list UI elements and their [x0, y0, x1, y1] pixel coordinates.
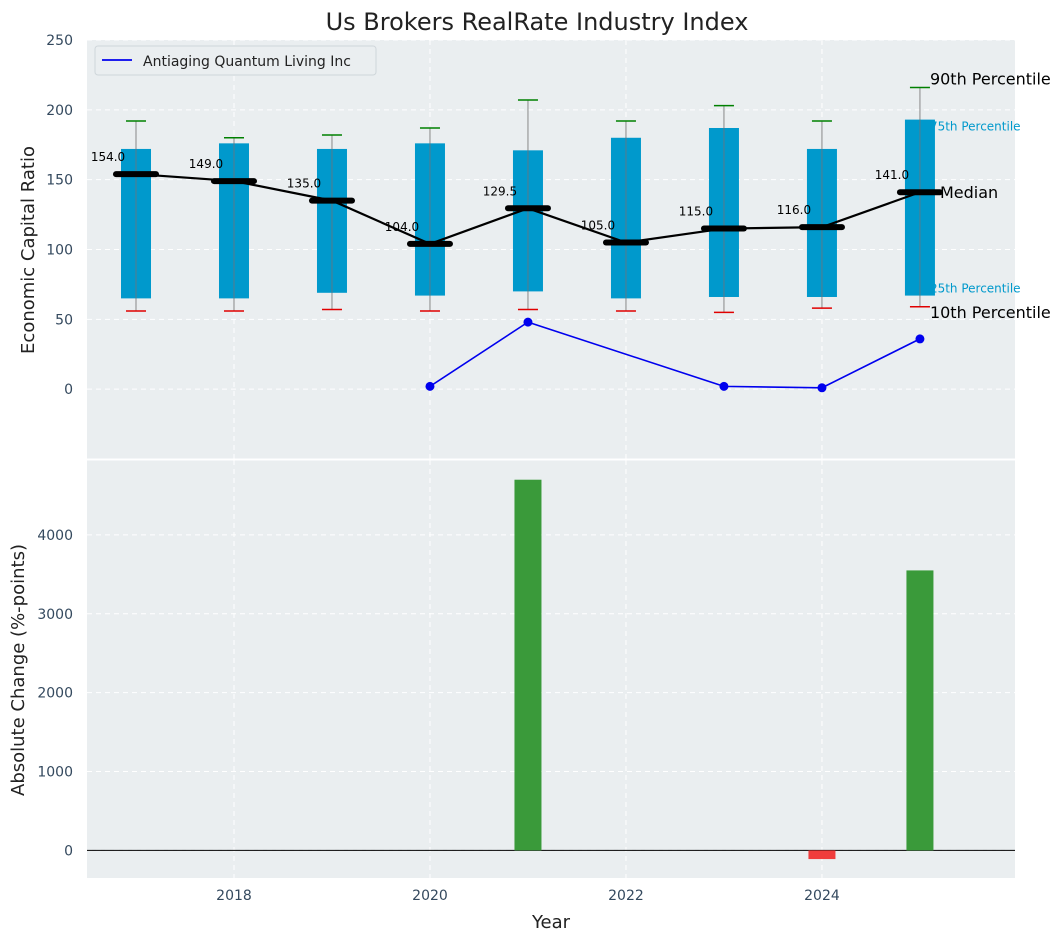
- p25-annotation: 25th Percentile: [930, 282, 1021, 296]
- median-value-label: 115.0: [679, 205, 713, 219]
- bottom-y-axis-label: Absolute Change (%-points): [8, 544, 29, 796]
- bottom-y-tick-label: 0: [64, 843, 73, 859]
- bottom-y-tick-label: 1000: [37, 765, 73, 781]
- x-axis-label: Year: [531, 912, 571, 933]
- bar-positive: [514, 479, 542, 851]
- top-y-tick-label: 250: [46, 33, 73, 49]
- bar-negative: [808, 850, 836, 860]
- top-y-tick-label: 200: [46, 103, 73, 119]
- bottom-y-tick-label: 2000: [37, 686, 73, 702]
- company-point: [817, 383, 827, 393]
- p90-annotation: 90th Percentile: [930, 69, 1051, 88]
- company-point: [915, 334, 925, 344]
- legend-box: [94, 45, 377, 76]
- legend: Antiaging Quantum Living Inc: [94, 45, 377, 76]
- top-panel: 0 50 100 150 200 250 154.0 149.0 135.0 104.0 129.5…: [46, 33, 1051, 459]
- bottom-y-tick-label: 3000: [37, 607, 73, 623]
- top-y-tick-label: 100: [46, 243, 73, 259]
- top-y-tick-label: 150: [46, 173, 73, 189]
- p10-annotation: 10th Percentile: [930, 303, 1051, 322]
- top-y-axis-label: Economic Capital Ratio: [18, 146, 39, 354]
- company-point: [523, 317, 533, 327]
- company-point: [425, 381, 435, 391]
- median-value-label: 149.0: [189, 157, 223, 171]
- median-annotation: Median: [940, 183, 998, 202]
- top-y-tick-label: 50: [55, 312, 73, 328]
- bottom-plot-area: [87, 460, 1015, 878]
- chart-title: Us Brokers RealRate Industry Index: [326, 8, 749, 36]
- median-value-label: 141.0: [875, 168, 909, 182]
- company-point: [719, 381, 729, 391]
- top-y-tick-label: 0: [64, 382, 73, 398]
- median-value-label: 154.0: [91, 150, 125, 164]
- median-value-label: 135.0: [287, 177, 321, 191]
- bottom-y-tick-label: 4000: [37, 528, 73, 544]
- median-value-label: 116.0: [777, 203, 811, 217]
- median-value-label: 105.0: [581, 219, 615, 233]
- x-tick-label: 2020: [412, 888, 448, 904]
- x-tick-label: 2024: [804, 888, 840, 904]
- x-tick-label: 2022: [608, 888, 644, 904]
- legend-label: Antiaging Quantum Living Inc: [143, 54, 351, 70]
- bottom-panel: 0 1000 2000 3000 4000 2018 2020 2022 2024: [37, 458, 1015, 904]
- p75-annotation: 75th Percentile: [930, 120, 1021, 134]
- median-value-label: 104.0: [385, 220, 419, 234]
- median-value-label: 129.5: [483, 184, 517, 198]
- x-tick-label: 2018: [216, 888, 252, 904]
- bar-positive: [906, 570, 934, 851]
